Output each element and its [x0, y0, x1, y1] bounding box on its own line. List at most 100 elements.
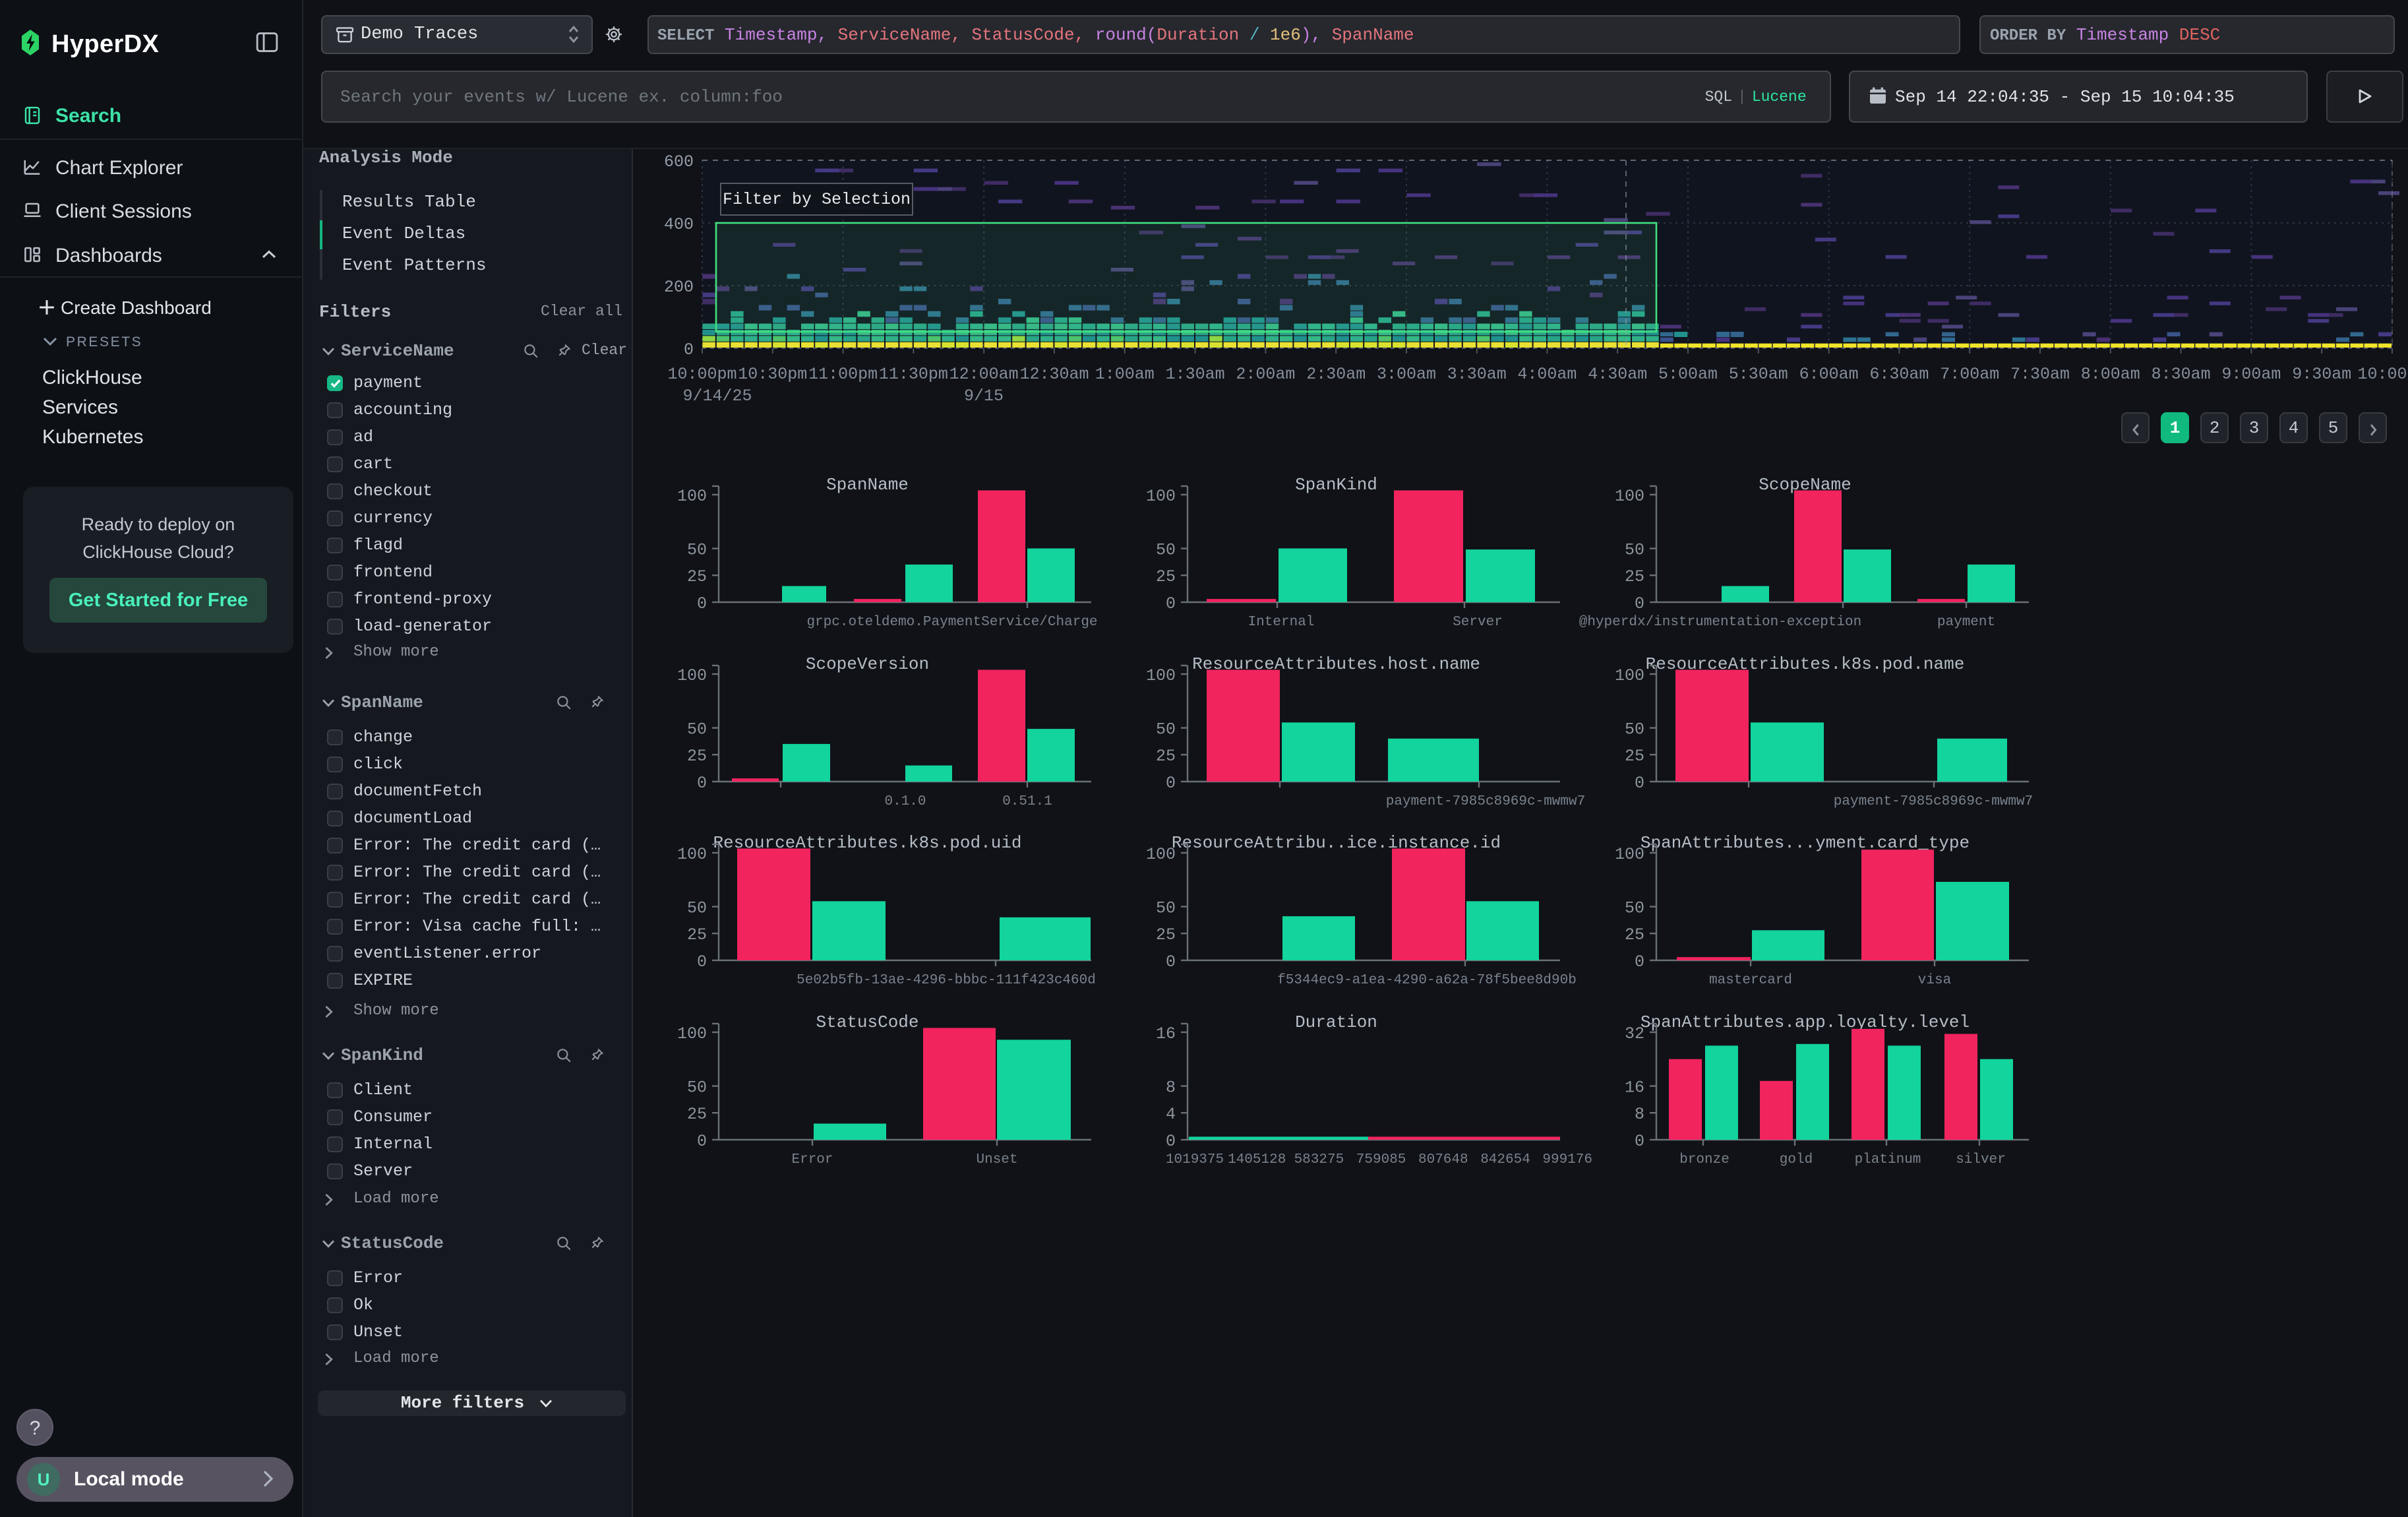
- svg-text:400: 400: [664, 215, 694, 234]
- svg-text:2:30am: 2:30am: [1306, 365, 1366, 384]
- svg-text:10:00pm: 10:00pm: [667, 365, 737, 384]
- svg-text:5e02b5fb-13ae-4296-bbbc-111f42: 5e02b5fb-13ae-4296-bbbc-111f423c460d: [797, 973, 1096, 988]
- svg-text:0: 0: [1635, 594, 1644, 613]
- svg-text:11:30pm: 11:30pm: [879, 365, 948, 384]
- svg-text:50: 50: [687, 898, 707, 917]
- svg-text:0: 0: [697, 952, 707, 972]
- svg-text:5:00am: 5:00am: [1658, 365, 1718, 384]
- svg-text:50: 50: [687, 720, 707, 739]
- svg-text:50: 50: [1625, 540, 1644, 559]
- svg-text:50: 50: [1156, 898, 1176, 917]
- svg-text:ScopeVersion: ScopeVersion: [806, 654, 929, 674]
- svg-text:Unset: Unset: [976, 1152, 1017, 1167]
- svg-text:SpanKind: SpanKind: [1295, 475, 1377, 495]
- svg-text:25: 25: [687, 1105, 707, 1124]
- svg-text:100: 100: [1615, 487, 1644, 506]
- svg-text:100: 100: [1146, 487, 1176, 506]
- svg-text:0.1.0: 0.1.0: [884, 794, 926, 809]
- svg-text:9/15: 9/15: [964, 387, 1004, 406]
- svg-text:payment-7985c8969c-mwmw7: payment-7985c8969c-mwmw7: [1834, 794, 2033, 809]
- svg-text:3:00am: 3:00am: [1377, 365, 1436, 384]
- svg-text:SpanAttributes...yment.card_ty: SpanAttributes...yment.card_type: [1640, 833, 1970, 853]
- svg-text:25: 25: [1156, 747, 1176, 766]
- svg-text:0: 0: [1635, 952, 1644, 972]
- svg-text:2:00am: 2:00am: [1236, 365, 1295, 384]
- svg-text:1:30am: 1:30am: [1166, 365, 1225, 384]
- svg-text:100: 100: [1615, 845, 1644, 864]
- svg-text:50: 50: [1156, 540, 1176, 559]
- svg-text:0: 0: [1166, 952, 1176, 972]
- svg-text:0: 0: [1166, 594, 1176, 613]
- svg-text:silver: silver: [1956, 1152, 2006, 1167]
- svg-text:0: 0: [684, 340, 694, 359]
- svg-text:3:30am: 3:30am: [1447, 365, 1507, 384]
- svg-text:payment-7985c8969c-mwmw7: payment-7985c8969c-mwmw7: [1386, 794, 1585, 809]
- svg-text:25: 25: [687, 747, 707, 766]
- svg-text:11:00pm: 11:00pm: [808, 365, 878, 384]
- svg-text:Server: Server: [1453, 615, 1503, 630]
- svg-text:16: 16: [1625, 1078, 1644, 1097]
- svg-text:visa: visa: [1918, 973, 1951, 988]
- svg-text:50: 50: [1156, 720, 1176, 739]
- svg-text:50: 50: [687, 1078, 707, 1097]
- svg-text:16: 16: [1156, 1024, 1176, 1043]
- svg-text:0: 0: [697, 774, 707, 793]
- svg-text:grpc.oteldemo.PaymentService/C: grpc.oteldemo.PaymentService/Charge: [806, 615, 1097, 630]
- svg-text:25: 25: [1625, 567, 1644, 586]
- svg-text:payment: payment: [1937, 615, 1995, 630]
- svg-text:12:30am: 12:30am: [1019, 365, 1089, 384]
- svg-text:7:00am: 7:00am: [1940, 365, 1999, 384]
- svg-text:mastercard: mastercard: [1709, 973, 1792, 988]
- svg-text:SpanAttributes.app.loyalty.lev: SpanAttributes.app.loyalty.level: [1640, 1012, 1970, 1032]
- svg-text:0: 0: [1166, 774, 1176, 793]
- svg-text:Internal: Internal: [1248, 615, 1315, 630]
- svg-text:100: 100: [677, 487, 707, 506]
- svg-text:8: 8: [1166, 1078, 1176, 1097]
- svg-text:9/14/25: 9/14/25: [682, 387, 752, 406]
- svg-text:5:30am: 5:30am: [1729, 365, 1788, 384]
- svg-text:842654: 842654: [1480, 1152, 1530, 1167]
- svg-text:Duration: Duration: [1295, 1012, 1377, 1032]
- svg-text:100: 100: [677, 1024, 707, 1043]
- svg-text:@hyperdx/instrumentation-excep: @hyperdx/instrumentation-exception: [1579, 615, 1861, 630]
- svg-text:platinum: platinum: [1855, 1152, 1921, 1167]
- svg-text:10:30pm: 10:30pm: [738, 365, 807, 384]
- svg-text:4:30am: 4:30am: [1588, 365, 1647, 384]
- svg-text:6:00am: 6:00am: [1799, 365, 1859, 384]
- svg-text:100: 100: [677, 666, 707, 685]
- svg-text:25: 25: [687, 925, 707, 944]
- svg-text:1405128: 1405128: [1228, 1152, 1286, 1167]
- svg-text:100: 100: [1146, 666, 1176, 685]
- svg-text:1019375: 1019375: [1166, 1152, 1224, 1167]
- svg-text:50: 50: [1625, 720, 1644, 739]
- svg-text:12:00am: 12:00am: [949, 365, 1019, 384]
- svg-text:25: 25: [1156, 567, 1176, 586]
- svg-text:999176: 999176: [1542, 1152, 1592, 1167]
- svg-text:100: 100: [677, 845, 707, 864]
- svg-text:4:00am: 4:00am: [1517, 365, 1577, 384]
- svg-text:100: 100: [1146, 845, 1176, 864]
- svg-text:600: 600: [664, 152, 694, 171]
- svg-text:0: 0: [1635, 774, 1644, 793]
- svg-text:25: 25: [1625, 747, 1644, 766]
- svg-text:25: 25: [687, 567, 707, 586]
- svg-text:StatusCode: StatusCode: [816, 1012, 918, 1032]
- svg-text:4: 4: [1166, 1105, 1176, 1124]
- svg-text:759085: 759085: [1356, 1152, 1406, 1167]
- svg-text:25: 25: [1156, 925, 1176, 944]
- svg-text:SpanName: SpanName: [826, 475, 909, 495]
- svg-text:583275: 583275: [1294, 1152, 1344, 1167]
- svg-text:50: 50: [687, 540, 707, 559]
- svg-text:9:00am: 9:00am: [2221, 365, 2281, 384]
- svg-text:8:00am: 8:00am: [2081, 365, 2140, 384]
- svg-text:0: 0: [697, 1132, 707, 1151]
- svg-text:0.51.1: 0.51.1: [1002, 794, 1052, 809]
- svg-text:1:00am: 1:00am: [1095, 365, 1155, 384]
- svg-text:8: 8: [1635, 1105, 1644, 1124]
- svg-text:200: 200: [664, 278, 694, 297]
- svg-text:0: 0: [1166, 1132, 1176, 1151]
- svg-text:10:00am: 10:00am: [2357, 365, 2408, 384]
- svg-text:100: 100: [1615, 666, 1644, 685]
- svg-text:25: 25: [1625, 925, 1644, 944]
- svg-text:9:30am: 9:30am: [2292, 365, 2351, 384]
